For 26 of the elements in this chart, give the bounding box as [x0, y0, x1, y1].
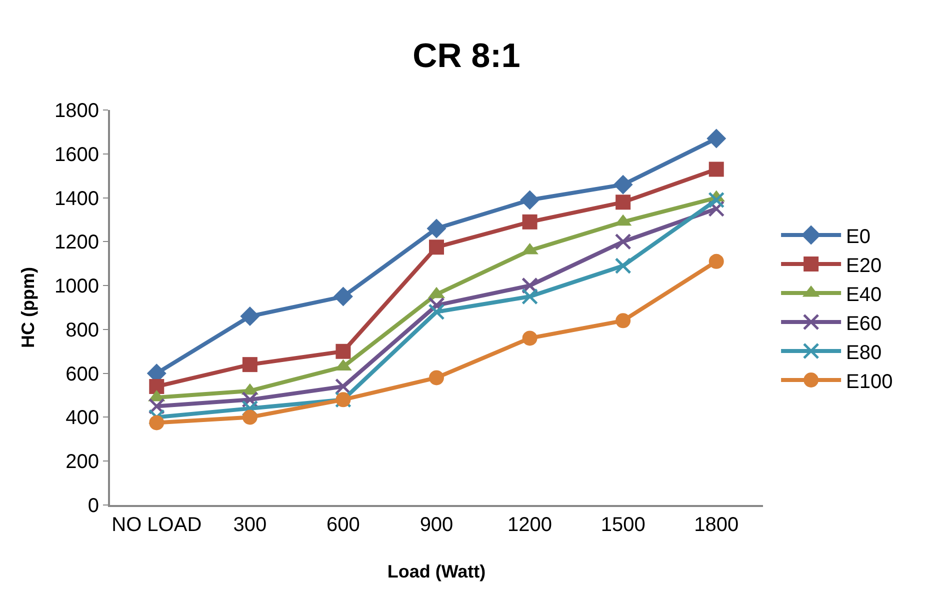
- x-tick-label: 1200: [508, 514, 552, 536]
- x-tick-label: 600: [326, 514, 360, 536]
- x-tick-label: 300: [233, 514, 267, 536]
- legend-label: E0: [846, 226, 871, 248]
- y-tick-label: 1800: [54, 100, 99, 122]
- y-tick-label: 0: [88, 495, 99, 517]
- y-tick-label: 800: [66, 319, 99, 342]
- y-tick-label: 200: [66, 451, 99, 474]
- y-tick-label: 1600: [54, 144, 99, 166]
- x-tick-label: 900: [420, 514, 454, 536]
- legend-label: E20: [846, 254, 882, 277]
- chart-title: CR 8:1: [412, 36, 520, 75]
- y-tick-label: 1200: [54, 232, 99, 254]
- legend-label: E60: [846, 312, 882, 335]
- legend-label: E80: [846, 342, 882, 364]
- y-axis-title: HC (ppm): [18, 267, 38, 348]
- y-tick-label: 1400: [54, 188, 99, 210]
- x-axis-title: Load (Watt): [387, 562, 486, 582]
- y-tick-label: 1000: [54, 276, 99, 298]
- x-tick-label: 1800: [694, 514, 739, 536]
- y-tick-label: 600: [66, 363, 99, 386]
- legend-label: E40: [846, 284, 882, 306]
- x-tick-label: NO LOAD: [112, 514, 202, 536]
- x-tick-label: 1500: [600, 514, 646, 536]
- y-tick-label: 400: [66, 407, 99, 430]
- legend-label: E100: [846, 370, 893, 393]
